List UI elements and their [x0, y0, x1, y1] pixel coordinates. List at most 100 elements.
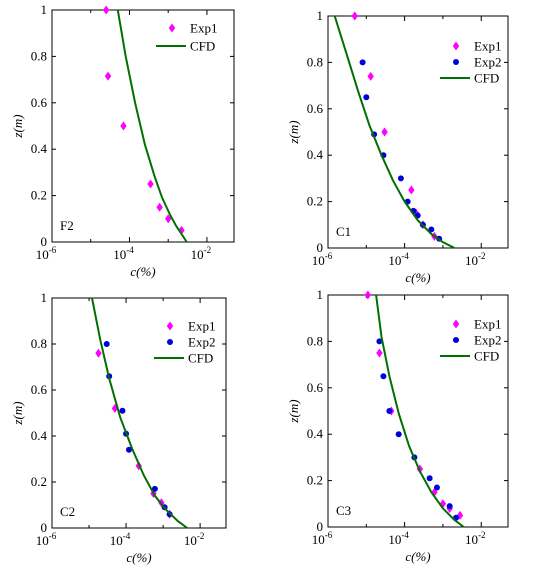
y-axis-label: z(m): [286, 399, 301, 423]
x-tick-label: 10-2: [184, 531, 205, 548]
x-tick-exponent: -2: [478, 251, 486, 261]
legend-label: Exp2: [188, 335, 215, 350]
plot-frame: [51, 297, 227, 529]
x-tick-exponent: -6: [49, 531, 57, 541]
y-tick-label: 0.4: [31, 428, 48, 443]
x-axis-label: c(%): [405, 549, 430, 564]
data-point-exp2: [397, 175, 404, 182]
y-tick-label: 0: [41, 520, 48, 535]
y-tick-label: 0.8: [31, 48, 47, 63]
data-point-exp1: [367, 71, 374, 81]
y-tick-label: 0.2: [31, 188, 47, 203]
legend-swatch-exp2: [453, 59, 459, 65]
data-point-exp2: [426, 475, 433, 482]
data-point-exp2: [428, 226, 435, 233]
data-point-exp2: [446, 503, 453, 510]
legend-label: Exp2: [474, 55, 501, 70]
x-tick-label: 10-2: [465, 251, 486, 268]
x-tick-exponent: -2: [197, 531, 205, 541]
y-tick-label: 0.2: [307, 194, 323, 209]
data-point-exp2: [395, 431, 402, 438]
y-axis-label: z(m): [10, 114, 25, 138]
x-tick-exponent: -4: [126, 245, 134, 255]
x-tick-base: 10: [388, 253, 401, 268]
y-tick-label: 0.6: [307, 101, 324, 116]
legend-swatch-exp2: [167, 339, 173, 345]
x-tick-label: 10-2: [191, 245, 212, 262]
y-axis-label: z(m): [10, 401, 25, 425]
legend-label: Exp2: [474, 333, 501, 348]
data-point-exp2: [363, 94, 370, 101]
x-tick-exponent: -4: [401, 530, 409, 540]
y-tick-label: 0: [41, 234, 48, 249]
y-tick-label: 0: [317, 519, 324, 534]
x-tick-exponent: -4: [401, 251, 409, 261]
x-axis-label: c(%): [130, 264, 155, 279]
series-line-cfd: [375, 294, 465, 528]
x-tick-base: 10: [110, 533, 123, 548]
x-tick-base: 10: [465, 253, 478, 268]
x-tick-base: 10: [388, 532, 401, 547]
y-tick-label: 0.8: [307, 54, 323, 69]
series-line-cfd: [116, 9, 188, 243]
legend-label: Exp1: [474, 39, 501, 54]
x-tick-base: 10: [312, 532, 325, 547]
x-tick-label: 10-6: [36, 531, 57, 548]
panel-label: F2: [60, 218, 74, 233]
y-tick-label: 0.6: [31, 382, 48, 397]
panel-label: C3: [336, 503, 351, 518]
x-tick-exponent: -6: [325, 530, 333, 540]
x-tick-exponent: -4: [123, 531, 131, 541]
data-point-exp2: [151, 485, 158, 492]
x-tick-label: 10-6: [312, 251, 333, 268]
x-tick-exponent: -6: [325, 251, 333, 261]
data-point-exp2: [433, 484, 440, 491]
plot-frame: [327, 294, 509, 528]
x-tick-exponent: -2: [204, 245, 212, 255]
x-axis-label: c(%): [126, 550, 151, 565]
data-point-exp1: [408, 185, 415, 195]
x-tick-label: 10-4: [388, 530, 409, 547]
y-tick-label: 1: [41, 290, 48, 305]
data-point-exp1: [102, 5, 110, 15]
y-tick-label: 0.8: [31, 336, 47, 351]
data-point-exp1: [95, 348, 102, 358]
data-point-exp2: [103, 341, 110, 347]
y-tick-label: 0.4: [307, 147, 324, 162]
y-tick-label: 1: [317, 287, 324, 302]
data-point-exp2: [359, 59, 366, 66]
y-tick-label: 0.8: [307, 333, 323, 348]
x-tick-label: 10-6: [36, 245, 57, 262]
data-point-exp2: [376, 338, 383, 345]
legend-label: Exp1: [188, 319, 215, 334]
legend-label: CFD: [190, 39, 215, 54]
data-point-exp2: [125, 446, 132, 453]
y-tick-label: 0.6: [307, 380, 324, 395]
x-axis-label: c(%): [405, 270, 430, 285]
legend-label: Exp1: [190, 21, 217, 36]
data-point-exp1: [120, 121, 127, 131]
legend-label: CFD: [188, 351, 213, 366]
x-tick-base: 10: [191, 247, 204, 262]
panel-label: C1: [336, 224, 351, 239]
plot-frame: [51, 9, 235, 243]
x-tick-base: 10: [113, 247, 126, 262]
x-tick-base: 10: [184, 533, 197, 548]
x-tick-base: 10: [36, 247, 49, 262]
legend-label: CFD: [474, 349, 499, 364]
y-tick-label: 0.4: [31, 141, 48, 156]
legend-swatch-exp1: [168, 23, 176, 33]
x-tick-label: 10-4: [110, 531, 131, 548]
x-tick-label: 10-4: [113, 245, 134, 262]
y-tick-label: 1: [41, 2, 48, 17]
data-point-exp1: [147, 179, 154, 189]
x-tick-base: 10: [465, 532, 478, 547]
legend-swatch-exp1: [452, 319, 460, 329]
